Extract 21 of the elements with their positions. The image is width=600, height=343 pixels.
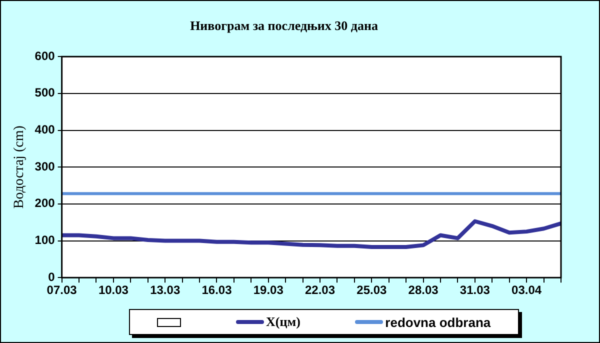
x-tick-label: 22.03	[305, 283, 336, 298]
legend-label: redovna odbrana	[385, 314, 491, 330]
y-tick-label: 300	[34, 159, 56, 174]
x-tick-label: 10.03	[98, 283, 129, 298]
x-tick-label: 13.03	[150, 283, 180, 298]
x-tick-label: 31.03	[460, 283, 490, 298]
chart-title: Нивограм за последњих 30 дана	[190, 18, 378, 34]
y-tick-label: 100	[34, 233, 56, 248]
y-tick-label: 400	[34, 122, 56, 137]
x-tick-label: 07.03	[46, 283, 78, 298]
y-tick-label: 500	[34, 86, 56, 100]
x-tick-label: 16.03	[202, 283, 232, 298]
x-tick-label: 28.03	[408, 283, 439, 298]
y-axis-title: Водостај (cm)	[12, 125, 28, 209]
y-tick-label: 600	[34, 48, 56, 63]
x-tick-label: 03.04	[512, 283, 542, 298]
x-tick-label: 25.03	[356, 283, 387, 298]
x-tick-label: 19.03	[253, 283, 284, 298]
legend-label: X(цм)	[266, 314, 300, 330]
y-tick-label: 200	[34, 196, 56, 210]
y-tick-label: 0	[48, 270, 56, 284]
